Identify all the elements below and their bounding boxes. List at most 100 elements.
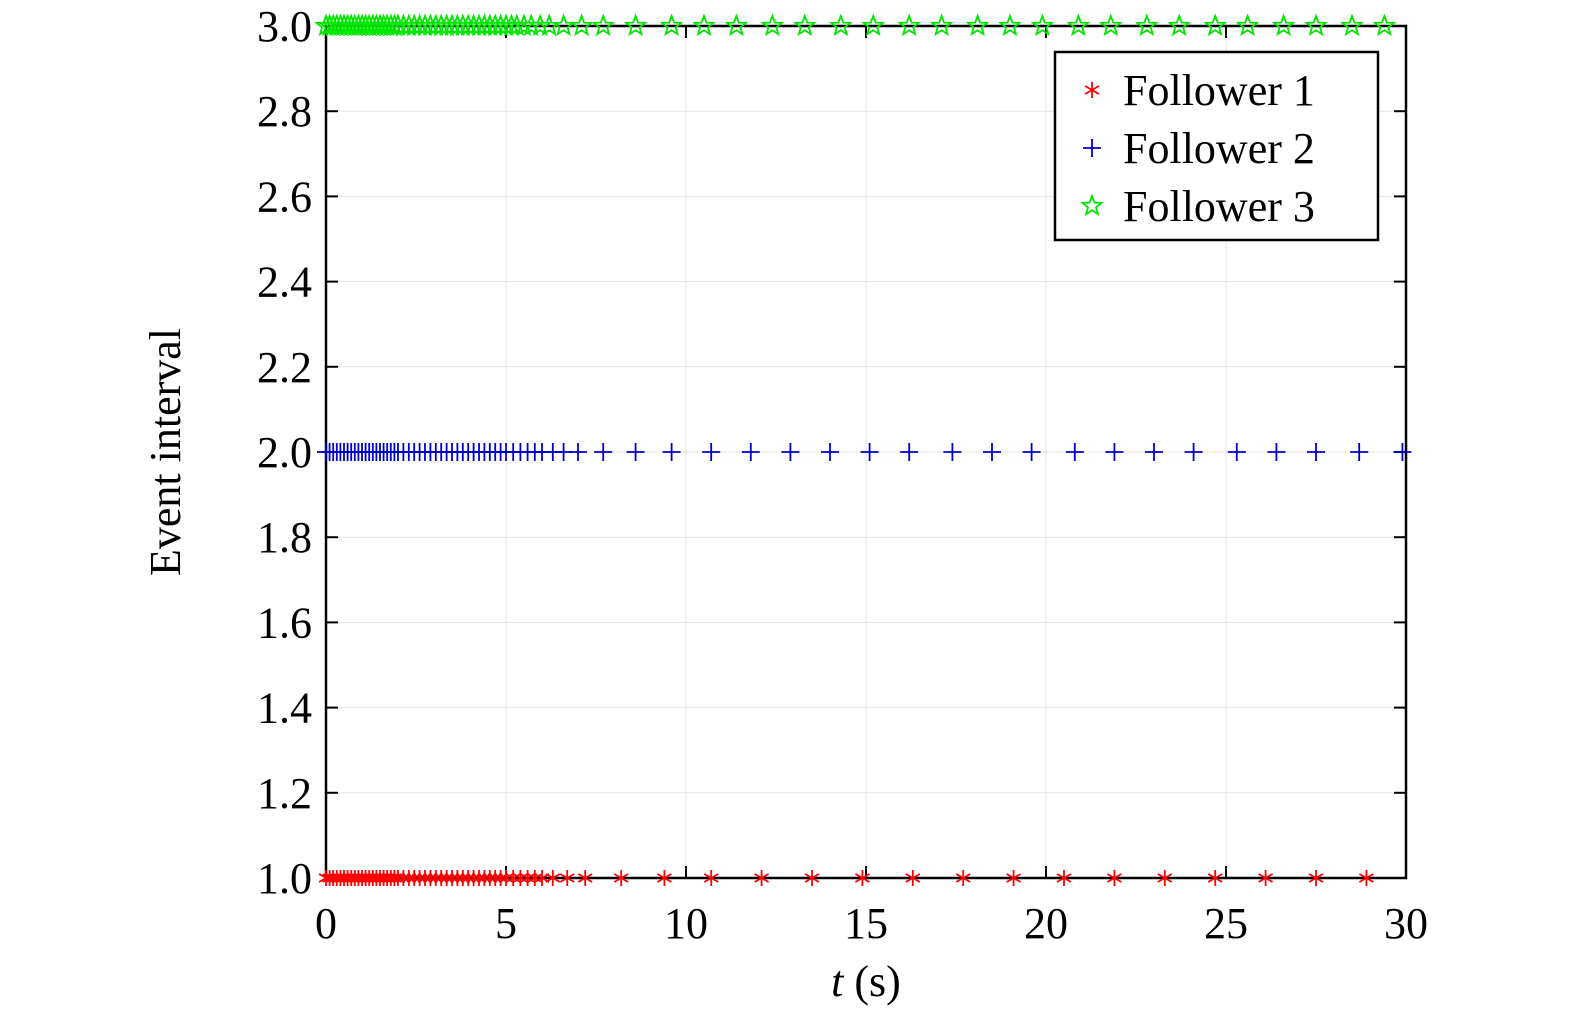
data-point — [965, 13, 990, 37]
x-tick-label: 25 — [1204, 899, 1248, 948]
y-tick-label: 2.8 — [257, 87, 312, 136]
data-point — [1207, 870, 1223, 886]
data-point — [569, 13, 594, 37]
legend-marker-follower-1 — [1084, 82, 1100, 98]
data-point — [760, 13, 785, 37]
data-point — [383, 870, 399, 886]
data-point — [1393, 443, 1412, 461]
data-point — [741, 443, 760, 461]
x-tick-label: 15 — [844, 899, 888, 948]
data-point — [943, 443, 962, 461]
data-point — [860, 443, 879, 461]
data-point — [545, 870, 561, 886]
legend-label-follower-1: Follower 1 — [1123, 66, 1315, 115]
data-point — [520, 870, 536, 886]
data-point — [1358, 870, 1374, 886]
data-point — [1372, 13, 1397, 37]
data-point — [1203, 13, 1228, 37]
data-point — [955, 870, 971, 886]
data-point — [527, 870, 543, 886]
data-point — [1056, 870, 1072, 886]
x-tick-label: 10 — [664, 899, 708, 948]
data-point — [659, 13, 684, 37]
data-point — [1350, 443, 1369, 461]
data-point — [1006, 870, 1022, 886]
data-point — [821, 443, 839, 461]
y-tick-label: 1.0 — [257, 854, 312, 903]
data-point — [998, 13, 1022, 37]
data-point — [861, 13, 886, 37]
y-tick-label: 1.8 — [257, 513, 312, 562]
y-tick-label: 1.6 — [257, 598, 312, 647]
data-point — [1065, 443, 1084, 461]
data-point — [702, 443, 721, 461]
data-point — [983, 443, 1001, 461]
data-point — [1030, 13, 1055, 37]
data-point — [929, 13, 954, 37]
y-axis-title: Event interval — [141, 328, 190, 576]
data-point — [1271, 13, 1296, 37]
y-tick-label: 2.6 — [257, 172, 312, 221]
data-point — [512, 870, 528, 886]
data-point — [1145, 443, 1163, 461]
data-point — [792, 13, 817, 37]
data-point — [804, 870, 820, 886]
x-tick-label: 30 — [1384, 899, 1428, 948]
data-point — [1184, 443, 1203, 461]
y-tick-label: 3.0 — [257, 2, 312, 51]
legend-marker-follower-2 — [1083, 139, 1101, 157]
y-tick-label: 2.4 — [257, 258, 312, 307]
data-point — [577, 870, 593, 886]
data-point — [854, 870, 870, 886]
data-point — [900, 443, 919, 461]
data-point — [656, 870, 672, 886]
data-point — [1307, 443, 1325, 461]
data-point — [1105, 443, 1124, 461]
data-point — [591, 13, 616, 37]
data-point — [1308, 870, 1324, 886]
data-point — [1066, 13, 1091, 37]
data-point — [1134, 13, 1159, 37]
data-point — [1167, 13, 1192, 37]
legend-box — [1053, 50, 1380, 242]
data-point — [724, 13, 749, 37]
data-point — [1106, 870, 1122, 886]
data-point — [1227, 443, 1246, 461]
y-tick-label: 1.2 — [257, 769, 312, 818]
data-point — [1304, 13, 1328, 37]
data-point — [754, 870, 770, 886]
data-point — [1098, 13, 1123, 37]
data-point — [1157, 870, 1173, 886]
data-markers — [314, 13, 1412, 886]
data-point — [613, 870, 629, 886]
series-follower-2 — [317, 443, 1412, 461]
x-axis-title: t (s) — [831, 957, 901, 1006]
data-point — [594, 443, 613, 461]
x-tick-label: 20 — [1024, 899, 1068, 948]
y-tick-label: 2.0 — [257, 428, 312, 477]
data-point — [828, 13, 853, 37]
legend: Follower 1 Follower 2 Follower 3 — [1053, 50, 1380, 242]
data-point — [1267, 443, 1286, 461]
data-point — [781, 443, 800, 461]
data-point — [623, 13, 648, 37]
data-point — [905, 870, 921, 886]
data-point — [1258, 870, 1274, 886]
series-follower-3 — [314, 13, 1397, 37]
data-point — [703, 870, 719, 886]
data-point — [626, 443, 645, 461]
x-tick-label: 0 — [315, 899, 337, 948]
y-tick-label: 2.2 — [257, 343, 312, 392]
data-point — [505, 870, 521, 886]
data-point — [662, 443, 681, 461]
data-point — [1022, 443, 1041, 461]
data-point — [498, 870, 514, 886]
legend-marker-follower-3 — [1080, 193, 1104, 217]
data-point — [559, 870, 575, 886]
legend-label-follower-3: Follower 3 — [1123, 182, 1315, 231]
y-tick-label: 1.4 — [257, 684, 312, 733]
legend-label-follower-2: Follower 2 — [1123, 124, 1315, 173]
data-point — [897, 13, 922, 37]
data-point — [1235, 13, 1260, 37]
